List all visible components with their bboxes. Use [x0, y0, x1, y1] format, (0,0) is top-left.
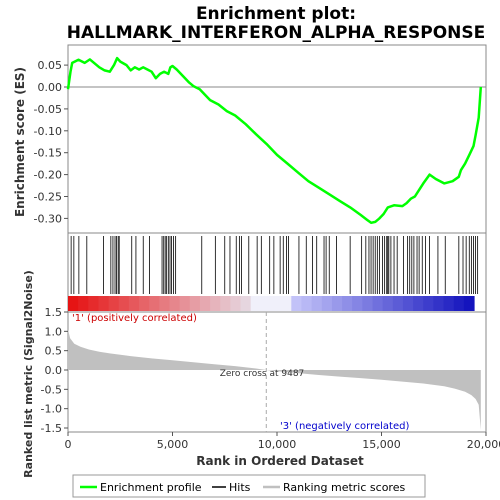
- ranking-color-segment: [281, 296, 292, 311]
- hit-marks: [70, 236, 479, 294]
- ranking-x-tick-label: 0: [65, 438, 72, 451]
- negative-correlation-label: '3' (negatively correlated): [280, 421, 409, 432]
- ranking-color-segment: [311, 296, 323, 311]
- es-y-tick-label: -0.05: [34, 103, 62, 116]
- ranking-color-segment: [189, 296, 201, 311]
- ranking-x-axis-label: Rank in Ordered Dataset: [196, 454, 364, 468]
- ranking-y-tick-label: 1.5: [45, 306, 63, 319]
- ranking-color-segment: [118, 296, 130, 311]
- ranking-x-axis: 0 5,000 10,000 15,000 20,000: [65, 432, 500, 451]
- chart-title-line-1: Enrichment plot:: [196, 4, 356, 24]
- ranking-color-segment: [78, 296, 89, 311]
- ranking-color-segment: [443, 296, 455, 311]
- ranking-color-segment: [372, 296, 384, 311]
- ranking-color-segment: [392, 296, 404, 311]
- ranking-color-segment: [230, 296, 242, 311]
- ranking-color-segment: [149, 296, 160, 311]
- ranking-color-segment: [321, 296, 333, 311]
- ranking-y-tick-label: -1.5: [41, 422, 62, 435]
- ranking-color-segment: [352, 296, 363, 311]
- es-y-tick-label: -0.15: [34, 147, 62, 160]
- ranking-color-segment: [463, 296, 475, 311]
- ranking-color-segment: [179, 296, 191, 311]
- ranking-x-tick-label: 15,000: [362, 438, 401, 451]
- ranking-color-segment: [88, 296, 100, 311]
- enrichment-panel: [67, 44, 487, 234]
- es-y-tick-label: -0.30: [34, 212, 62, 225]
- ranking-color-segment: [240, 296, 252, 311]
- es-y-axis: 0.05 0.00 -0.05 -0.10 -0.15 -0.20 -0.25 -0.30: [34, 59, 68, 225]
- ranking-color-segment: [423, 296, 434, 311]
- ranking-y-axis: 1.5 1.0 0.5 0.0 -0.5 -1.0 -1.5: [41, 306, 68, 435]
- ranking-color-segment: [362, 296, 374, 311]
- legend-enrichment-label: Enrichment profile: [100, 481, 202, 494]
- ranking-y-axis-label: Ranked list metric (Signal2Noise): [22, 270, 35, 478]
- ranking-color-segment: [98, 296, 110, 311]
- es-y-tick-label: -0.25: [34, 191, 62, 204]
- ranking-color-segment: [169, 296, 181, 311]
- ranking-color-segment: [291, 296, 303, 311]
- ranking-color-segment: [210, 296, 221, 311]
- ranking-x-tick-label: 5,000: [157, 438, 189, 451]
- ranking-color-segment: [108, 296, 120, 311]
- es-y-tick-label: -0.10: [34, 125, 62, 138]
- ranking-color-segment: [402, 296, 414, 311]
- ranking-color-segment: [301, 296, 313, 311]
- ranking-color-segment: [199, 296, 211, 311]
- legend-ranking-label: Ranking metric scores: [283, 481, 405, 494]
- ranking-color-segment: [159, 296, 171, 311]
- ranking-color-segment: [260, 296, 272, 311]
- legend-hits-label: Hits: [229, 481, 251, 494]
- ranking-color-bar: [68, 296, 475, 311]
- ranking-color-segment: [128, 296, 140, 311]
- ranking-y-tick-label: 0.5: [45, 345, 63, 358]
- ranking-y-tick-label: -0.5: [41, 383, 62, 396]
- ranking-color-segment: [68, 296, 79, 311]
- ranking-x-tick-label: 20,000: [467, 438, 500, 451]
- ranking-color-segment: [413, 296, 424, 311]
- ranking-y-tick-label: 1.0: [45, 325, 63, 338]
- legend: [72, 474, 426, 498]
- es-y-tick-label: 0.05: [38, 59, 63, 72]
- ranking-y-tick-label: 0.0: [45, 364, 63, 377]
- ranking-color-segment: [331, 296, 343, 311]
- es-y-tick-label: 0.00: [38, 81, 63, 94]
- es-y-axis-label: Enrichment score (ES): [13, 67, 27, 217]
- zero-cross-label: Zero cross at 9487: [220, 369, 305, 379]
- ranking-color-segment: [139, 296, 150, 311]
- enrichment-profile-line: [66, 56, 483, 225]
- ranking-color-segment: [250, 296, 262, 311]
- ranking-y-tick-label: -1.0: [41, 403, 62, 416]
- ranking-metric-area: [68, 329, 481, 430]
- es-y-tick-label: -0.20: [34, 169, 62, 182]
- positive-correlation-label: '1' (positively correlated): [72, 313, 197, 324]
- ranking-color-segment: [220, 296, 231, 311]
- ranking-color-segment: [342, 296, 353, 311]
- ranking-color-segment: [382, 296, 394, 311]
- chart-title-line-2: HALLMARK_INTERFERON_ALPHA_RESPONSE: [67, 23, 486, 43]
- ranking-x-tick-label: 10,000: [258, 438, 297, 451]
- ranking-color-segment: [453, 296, 465, 311]
- ranking-color-segment: [433, 296, 445, 311]
- ranking-color-segment: [271, 296, 282, 311]
